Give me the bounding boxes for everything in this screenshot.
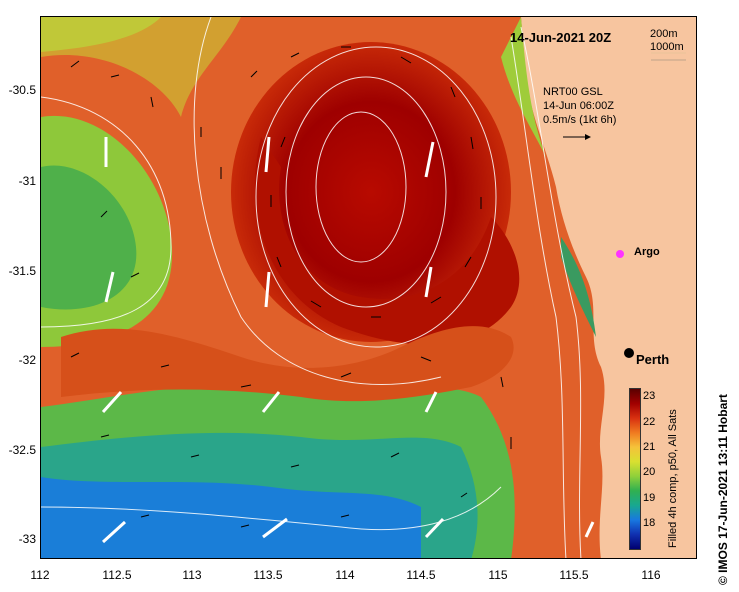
warm-core-eddy-tail — [254, 137, 520, 345]
x-tick-label: 113 — [182, 568, 202, 582]
colorbar-tick: 22 — [643, 416, 656, 428]
y-tick-label: -33 — [18, 532, 36, 546]
perth-label: Perth — [636, 352, 670, 367]
contour-legend-1000m: 1000m — [650, 41, 684, 53]
sst-map-canvas — [41, 17, 696, 558]
land-australia — [521, 17, 696, 558]
transition-northwest — [41, 17, 161, 52]
y-tick-label: -31 — [18, 174, 36, 188]
y-tick-label: -32.5 — [8, 443, 36, 457]
sst-map[interactable] — [40, 16, 697, 559]
colorbar-tick: 19 — [643, 492, 656, 504]
coastal-water-north — [501, 17, 546, 157]
y-tick-label: -30.5 — [8, 83, 36, 97]
model-info-line2: 14-Jun 06:00Z — [543, 100, 614, 112]
colorbar-tick: 20 — [643, 466, 656, 478]
colorbar-tick: 23 — [643, 390, 656, 402]
x-tick-label: 115 — [488, 568, 508, 582]
model-info-line1: NRT00 GSL — [543, 86, 603, 98]
coastal-water-mid — [561, 237, 596, 337]
argo-marker[interactable] — [616, 250, 624, 258]
scale-arrow-head — [585, 134, 591, 140]
x-tick-label: 115.5 — [559, 568, 589, 582]
argo-label: Argo — [634, 246, 660, 258]
sst-colorbar — [629, 388, 641, 550]
colorbar-tick: 18 — [643, 517, 656, 529]
wind-vectors — [101, 136, 595, 544]
colorbar-tick: 21 — [643, 441, 656, 453]
cool-water-south-core — [41, 477, 421, 558]
x-tick-label: 112 — [30, 568, 50, 582]
contour-legend: 200m 1000m — [650, 28, 684, 54]
colorbar-label: Filled 4h comp, p50, All Sats — [667, 409, 679, 548]
x-tick-label: 113.5 — [253, 568, 283, 582]
isotherm-contours — [41, 17, 582, 558]
current-vectors — [70, 46, 512, 528]
model-info-line3: 0.5m/s (1kt 6h) — [543, 114, 617, 126]
y-tick-label: -32 — [18, 353, 36, 367]
imos-credit: © IMOS 17-Jun-2021 13:11 Hobart — [716, 394, 730, 585]
map-title: 14-Jun-2021 20Z — [510, 30, 612, 45]
model-info: NRT00 GSL 14-Jun 06:00Z 0.5m/s (1kt 6h) — [543, 85, 616, 127]
x-tick-label: 114.5 — [406, 568, 436, 582]
contour-legend-200m: 200m — [650, 28, 678, 40]
x-tick-label: 112.5 — [102, 568, 132, 582]
y-tick-label: -31.5 — [8, 264, 36, 278]
x-tick-label: 114 — [335, 568, 355, 582]
perth-marker[interactable] — [624, 348, 634, 358]
x-tick-label: 116 — [641, 568, 661, 582]
warm-filament — [61, 326, 514, 402]
